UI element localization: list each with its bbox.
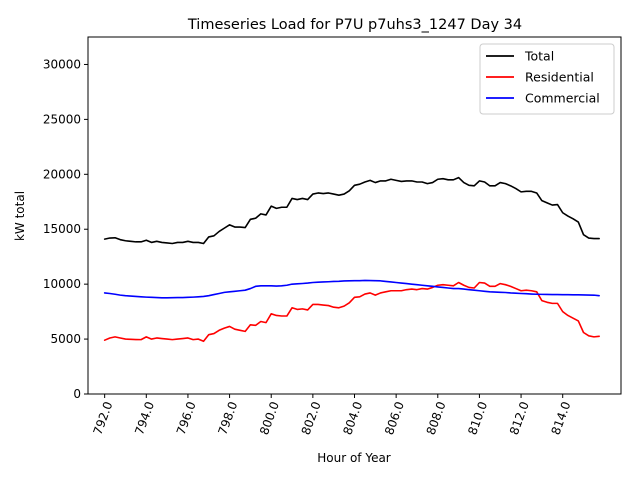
x-tick-label: 812.0	[507, 400, 532, 437]
y-tick-label: 0	[73, 387, 81, 401]
x-axis-title: Hour of Year	[317, 451, 391, 465]
legend: Total Residential Commercial	[479, 43, 615, 115]
y-tick-label: 25000	[43, 112, 81, 126]
x-axis: 792.0 794.0 796.0 798.0 800.0 802.0 804.0 806.0…	[91, 394, 574, 437]
x-tick-label: 800.0	[257, 400, 282, 437]
y-tick-label: 10000	[43, 277, 81, 291]
series-line-commercial	[103, 279, 600, 299]
series-line-total	[103, 176, 600, 245]
x-tick-label: 798.0	[215, 400, 240, 437]
y-axis: 0 5000 10000 15000 20000 25000 30000	[43, 57, 88, 401]
legend-label-commercial: Commercial	[525, 91, 600, 106]
y-tick-label: 15000	[43, 222, 81, 236]
y-axis-title: kW total	[13, 191, 27, 241]
x-tick-label: 792.0	[91, 400, 116, 437]
chart-title: Timeseries Load for P7U p7uhs3_1247 Day …	[187, 17, 522, 33]
legend-box	[479, 43, 615, 115]
legend-label-residential: Residential	[525, 70, 594, 85]
legend-label-total: Total	[524, 49, 554, 64]
y-tick-label: 30000	[43, 57, 81, 71]
x-tick-label: 808.0	[424, 400, 449, 437]
y-tick-label: 20000	[43, 167, 81, 181]
series-layer	[103, 176, 600, 343]
x-tick-label: 810.0	[465, 400, 490, 437]
x-tick-label: 794.0	[132, 400, 157, 437]
x-tick-label: 806.0	[382, 400, 407, 437]
y-tick-label: 5000	[50, 332, 81, 346]
legend-items: Total Residential Commercial	[486, 49, 600, 106]
x-tick-label: 804.0	[340, 400, 365, 437]
x-tick-label: 796.0	[174, 400, 199, 437]
series-line-residential	[103, 281, 600, 343]
x-tick-label: 802.0	[299, 400, 324, 437]
x-tick-label: 814.0	[549, 400, 574, 437]
